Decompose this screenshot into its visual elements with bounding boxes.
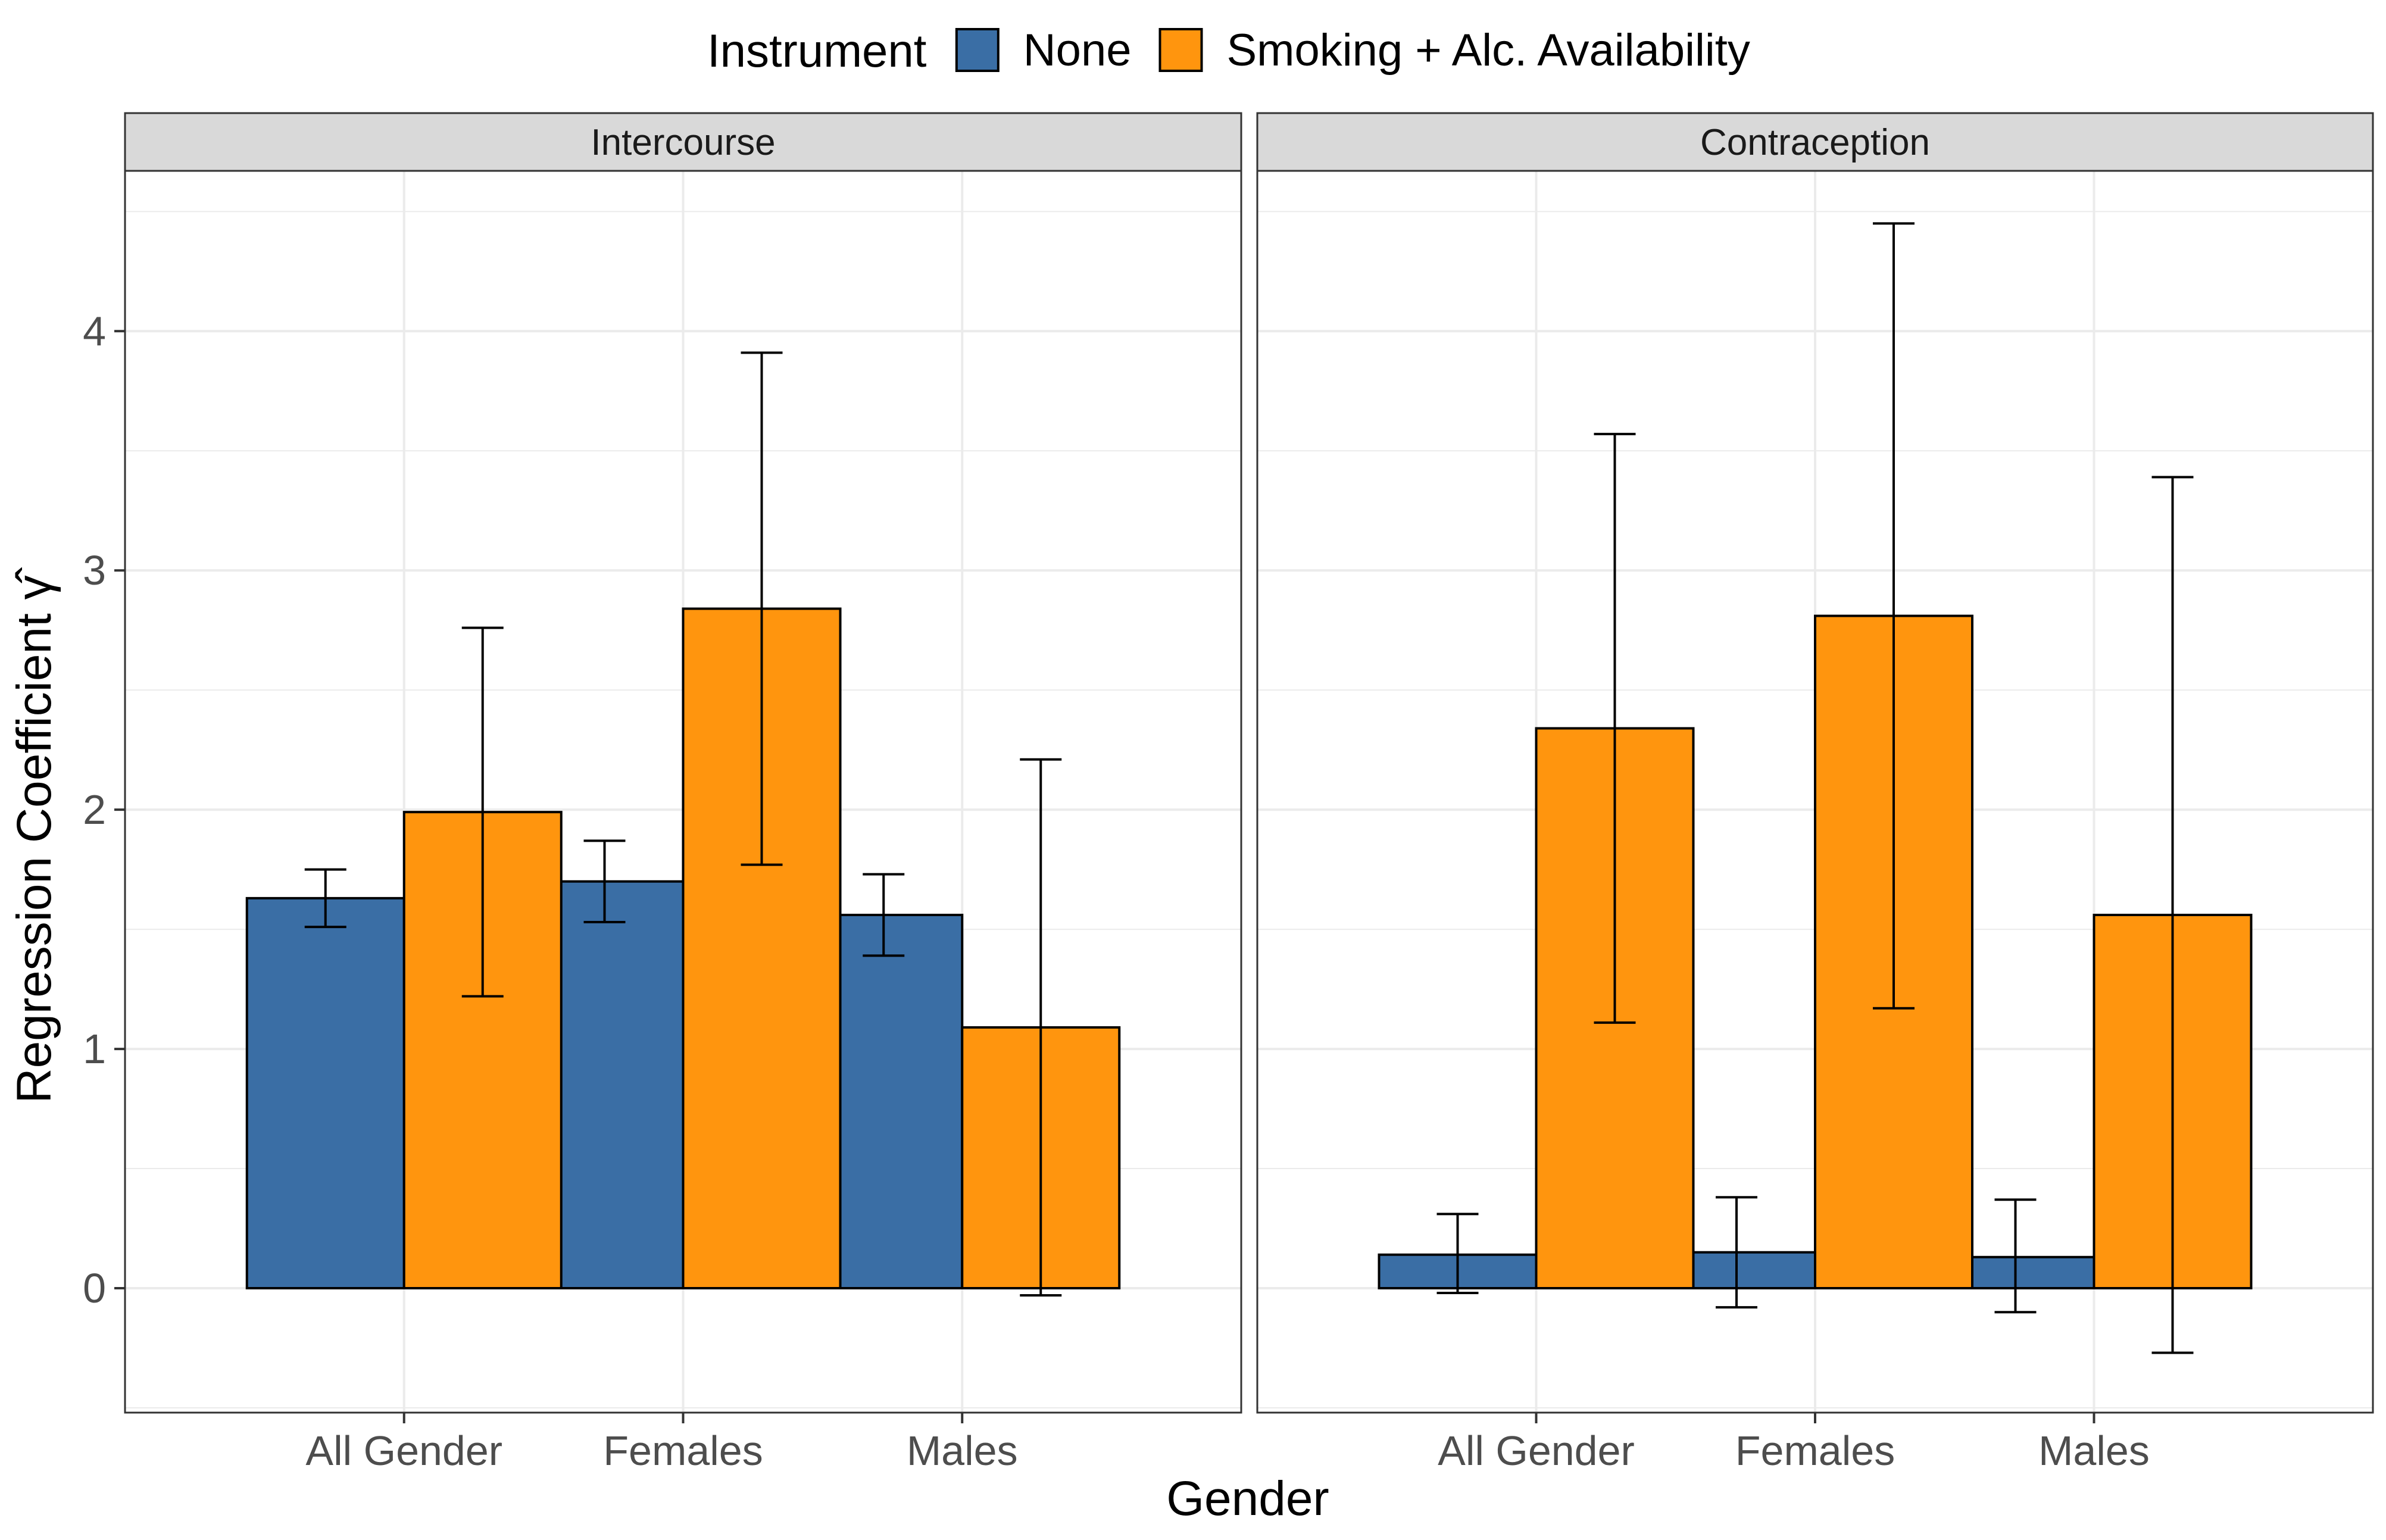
y-tick-label-3: 3 [83,547,106,593]
panel-strip-0 [124,112,1242,172]
error-bar-0-1-1 [741,351,783,866]
x-tick-label-0-2: Males [907,1427,1018,1474]
bar-0-0-0 [245,896,405,1289]
y-tick-label-1: 1 [83,1026,106,1072]
x-tick-label-1-1: Females [1735,1427,1895,1474]
error-bar-0-0-1 [583,839,626,924]
x-tick-label-1-2: Males [2038,1427,2150,1474]
legend-title: Instrument [707,24,927,77]
error-bar-1-1-1 [1873,222,1915,1010]
panel-title-0: Intercourse [591,122,775,163]
legend-label-0: None [1023,25,1132,76]
x-tick-label-0-1: Females [603,1427,763,1474]
error-bar-1-0-1 [1716,1196,1757,1309]
y-tick-label-4: 4 [83,308,106,354]
y-axis-title-text: Regression Coefficient [7,613,61,1104]
legend: Instrument None Smoking + Alc. Availabili… [707,24,1750,77]
error-bar-1-0-2 [1994,1198,2037,1314]
error-bar-0-0-0 [304,868,346,929]
y-axis-title: Regression Coefficient γ̂ [7,567,61,1103]
panel-0: Intercourse All Gender Females Males [124,112,1242,1474]
y-tick-label-2: 2 [83,786,106,833]
error-bar-1-1-0 [1594,433,1636,1024]
x-tick-label-0-0: All Gender [305,1427,502,1474]
legend-label-1: Smoking + Alc. Availability [1226,25,1750,76]
x-tick-label-1-0: All Gender [1438,1427,1635,1474]
panel-title-1: Contraception [1700,122,1930,163]
error-bar-1-0-0 [1436,1213,1479,1295]
error-bar-0-0-2 [863,873,905,957]
legend-swatch-1 [1158,28,1203,72]
error-bar-1-1-2 [2151,476,2194,1354]
error-bar-0-1-2 [1020,758,1062,1297]
x-axis-title: Gender [1166,1472,1329,1526]
legend-swatch-0 [955,28,1000,72]
bar-0-1-0 [402,811,563,1289]
error-bar-0-1-0 [461,626,504,998]
panel-1: Contraception All Gender Females Males [1256,112,2374,1474]
y-tick-label-0: 0 [83,1265,106,1311]
